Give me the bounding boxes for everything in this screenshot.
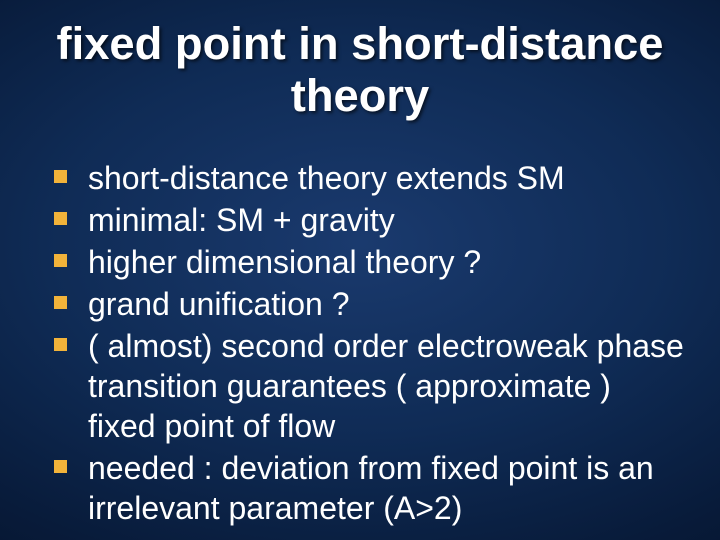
bullet-text: ( almost) second order electroweak phase… bbox=[88, 328, 684, 444]
bullet-item: short-distance theory extends SM bbox=[54, 158, 684, 198]
bullet-square-icon bbox=[54, 296, 67, 309]
bullet-text: minimal: SM + gravity bbox=[88, 202, 395, 238]
bullet-square-icon bbox=[54, 212, 67, 225]
bullet-item: needed : deviation from fixed point is a… bbox=[54, 448, 684, 528]
bullet-text: higher dimensional theory ? bbox=[88, 244, 481, 280]
bullet-item: grand unification ? bbox=[54, 284, 684, 324]
slide: fixed point in short-distance theory sho… bbox=[0, 0, 720, 540]
bullet-item: ( almost) second order electroweak phase… bbox=[54, 326, 684, 446]
bullet-item: higher dimensional theory ? bbox=[54, 242, 684, 282]
bullet-text: grand unification ? bbox=[88, 286, 350, 322]
slide-title: fixed point in short-distance theory bbox=[36, 18, 684, 122]
bullet-text: needed : deviation from fixed point is a… bbox=[88, 450, 654, 526]
bullet-item: minimal: SM + gravity bbox=[54, 200, 684, 240]
bullet-square-icon bbox=[54, 170, 67, 183]
bullet-square-icon bbox=[54, 254, 67, 267]
bullet-list: short-distance theory extends SM minimal:… bbox=[36, 158, 684, 528]
bullet-text: short-distance theory extends SM bbox=[88, 160, 565, 196]
bullet-square-icon bbox=[54, 460, 67, 473]
bullet-square-icon bbox=[54, 338, 67, 351]
